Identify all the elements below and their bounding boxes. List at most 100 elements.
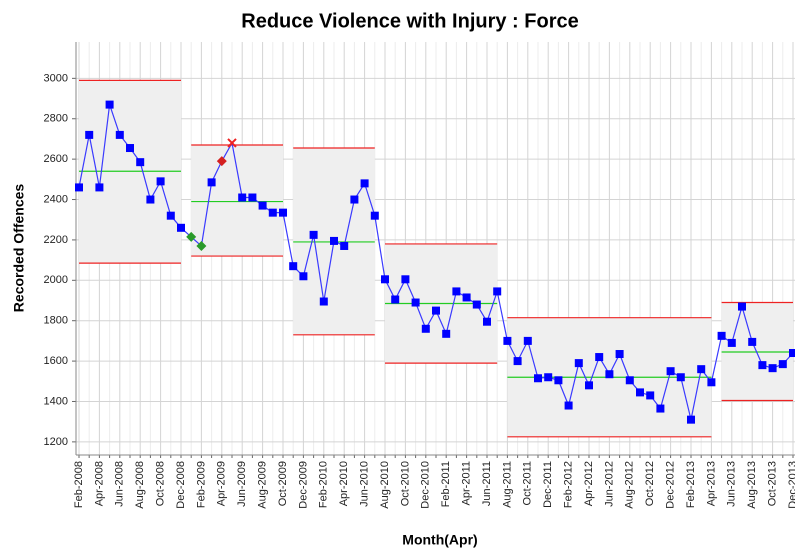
point <box>666 367 675 376</box>
point <box>432 306 440 315</box>
x-tick-label: Apr-2008 <box>93 461 105 506</box>
point <box>697 365 706 374</box>
point <box>268 208 277 217</box>
y-tick-label: 1200 <box>44 436 68 448</box>
point <box>248 193 257 202</box>
point <box>687 415 695 424</box>
point <box>196 240 207 251</box>
point <box>105 100 114 109</box>
point <box>758 361 767 370</box>
x-tick-label: Dec-2011 <box>542 461 554 508</box>
point <box>493 287 502 296</box>
point <box>216 156 227 167</box>
point <box>554 376 563 385</box>
x-tick-label: Jun-2009 <box>236 461 248 507</box>
point <box>115 130 124 139</box>
point <box>748 337 757 346</box>
x-tick-label: Jun-2008 <box>114 461 126 507</box>
x-axis-title: Month(Apr) <box>402 532 477 548</box>
y-tick-label: 2400 <box>44 193 68 205</box>
point <box>207 178 216 187</box>
point <box>656 404 665 413</box>
x-tick-label: Feb-2009 <box>195 461 207 508</box>
point <box>442 329 451 338</box>
point <box>370 211 379 220</box>
point <box>789 349 795 358</box>
labels: Feb-2008 Apr-2008 Jun-2008 Aug-2008 Oct-2008… <box>44 72 795 508</box>
y-tick-label: 2000 <box>44 274 68 286</box>
point <box>156 177 165 186</box>
point <box>717 331 726 340</box>
point <box>136 158 145 167</box>
point <box>340 241 349 250</box>
x-tick-label: Oct-2008 <box>155 461 167 506</box>
point <box>95 183 104 192</box>
point <box>544 373 553 382</box>
point <box>350 195 359 204</box>
x-tick-label: Feb-2010 <box>318 461 330 508</box>
point <box>146 195 155 204</box>
point <box>227 138 237 148</box>
x-tick-label: Aug-2011 <box>501 461 513 508</box>
point <box>534 374 542 383</box>
x-tick-label: Dec-2013 <box>787 461 795 509</box>
x-tick-label: Oct-2010 <box>399 461 411 506</box>
x-tick-label: Feb-2012 <box>563 461 575 508</box>
point <box>421 324 430 333</box>
point <box>462 293 471 302</box>
point <box>289 262 298 271</box>
point <box>615 350 624 359</box>
x-tick-label: Aug-2010 <box>379 461 391 509</box>
point <box>483 317 491 326</box>
point <box>625 376 634 385</box>
point <box>299 272 308 281</box>
point <box>727 338 736 347</box>
control-band <box>191 144 283 257</box>
point <box>75 183 83 192</box>
point <box>319 297 328 306</box>
point <box>411 298 420 307</box>
point <box>391 295 400 304</box>
point <box>452 287 461 296</box>
x-tick-label: Aug-2008 <box>134 461 146 509</box>
point <box>574 359 583 368</box>
y-tick-label: 2200 <box>44 234 68 246</box>
y-tick-label: 2800 <box>44 113 68 125</box>
point <box>309 230 318 239</box>
point <box>472 300 481 309</box>
point <box>177 223 185 232</box>
x-tick-label: Feb-2011 <box>440 461 452 507</box>
x-tick-label: Jun-2012 <box>603 461 615 507</box>
point <box>595 353 604 362</box>
x-tick-label: Oct-2011 <box>522 461 534 505</box>
point <box>258 201 267 210</box>
chart-title: Reduce Violence with Injury : Force <box>241 10 579 32</box>
point <box>360 179 369 188</box>
y-tick-label: 1400 <box>44 395 68 407</box>
point <box>401 275 410 284</box>
x-tick-label: Oct-2009 <box>277 461 289 506</box>
x-tick-label: Oct-2012 <box>644 461 656 506</box>
point <box>778 360 787 369</box>
y-axis-title: Recorded Offences <box>11 184 27 313</box>
point <box>381 275 389 284</box>
x-tick-label: Apr-2011 <box>461 461 473 505</box>
x-tick-label: Dec-2012 <box>665 461 677 509</box>
x-tick-label: Apr-2010 <box>338 461 350 506</box>
x-tick-label: Jun-2010 <box>359 461 371 507</box>
x-tick-label: Apr-2013 <box>705 461 717 506</box>
point <box>503 336 512 345</box>
x-tick-label: Feb-2013 <box>685 461 697 508</box>
point <box>605 370 614 379</box>
x-tick-label: Feb-2008 <box>73 461 85 508</box>
marks <box>75 100 795 424</box>
x-tick-label: Oct-2013 <box>767 461 779 506</box>
x-tick-label: Dec-2009 <box>297 461 309 509</box>
point <box>768 364 777 373</box>
y-tick-label: 2600 <box>44 153 68 165</box>
point <box>646 391 655 400</box>
point <box>85 130 94 139</box>
point <box>585 381 593 390</box>
x-tick-label: Aug-2012 <box>624 461 636 509</box>
